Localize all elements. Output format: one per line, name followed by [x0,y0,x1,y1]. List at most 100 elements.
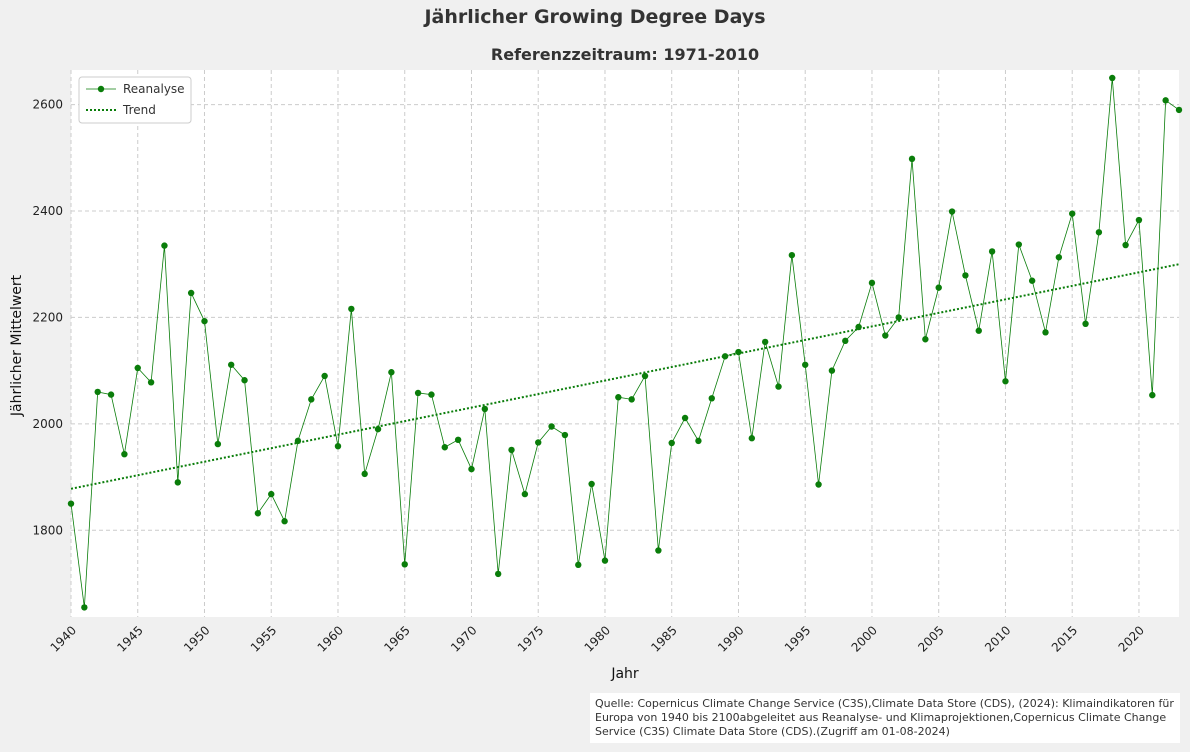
data-point [882,332,889,339]
x-tick-label: 2020 [1116,623,1147,654]
data-point [268,490,275,498]
y-axis-label: Jährlicher Mittelwert [9,274,25,417]
data-point [561,431,569,439]
legend-label: Reanalyse [123,82,185,96]
data-point [775,383,782,390]
data-point [454,436,462,444]
data-point [494,570,502,578]
data-point [948,208,956,215]
y-tick-label: 2600 [32,98,63,112]
x-tick-label: 2010 [982,623,1013,654]
data-point [748,435,756,442]
data-point [174,479,181,486]
trend-line [70,263,1180,490]
data-point [161,242,168,249]
data-point [201,317,208,325]
x-tick-label: 2015 [1049,623,1080,654]
x-axis-ticks: 1940 1945 1950 1955 1960 1965 1970 1975 1980 1985… [48,623,1147,654]
x-tick-label: 1980 [582,623,613,654]
series-line-reanalyse [70,77,1180,608]
legend-marker [97,85,105,93]
x-axis-label: Jahr [610,666,639,682]
data-point [628,396,635,403]
legend-box [78,76,192,124]
data-point [1082,320,1089,328]
data-point [695,437,702,445]
data-point [147,379,155,386]
data-point [1175,106,1183,114]
data-point [601,557,609,564]
data-point [227,361,235,368]
legend: Reanalyse Trend [78,76,192,124]
x-tick-label: 1960 [315,623,346,654]
data-point [361,470,368,478]
legend-label: Trend [122,103,156,117]
grid-lines [70,70,1179,617]
data-point [988,248,996,255]
data-point [641,372,649,380]
data-point [962,272,969,279]
data-point [428,391,435,398]
y-tick-label: 2200 [32,310,63,324]
data-point [721,353,729,360]
data-point [1095,229,1103,236]
data-point [868,279,876,287]
data-point [681,414,689,422]
x-tick-label: 1940 [48,623,79,654]
data-point [668,439,675,447]
data-point [1015,241,1023,248]
data-point [401,561,408,568]
data-point [254,510,262,517]
x-tick-label: 1955 [248,623,279,654]
data-point [374,425,382,433]
data-point [281,518,288,525]
x-tick-label: 1970 [448,623,479,654]
data-point [842,337,849,345]
data-point [588,480,595,488]
data-point [521,490,529,498]
data-point [655,547,662,554]
x-tick-label: 1945 [114,623,145,654]
data-point [308,396,315,403]
data-point [1122,241,1129,249]
data-point [334,442,342,450]
data-point [815,481,822,488]
data-point [828,367,836,374]
data-point [81,604,88,611]
data-point [1002,378,1009,385]
data-point [107,391,115,398]
data-point [67,500,75,507]
data-point [575,561,582,569]
data-point [615,394,622,401]
data-point [1028,277,1036,284]
data-point [481,405,489,413]
data-point [895,314,902,321]
data-point [1042,329,1049,336]
data-point [788,251,796,259]
data-point [94,388,101,396]
data-point [388,369,395,376]
x-tick-label: 1985 [648,623,679,654]
data-point [935,284,942,291]
chart-title: Jährlicher Growing Degree Days [424,6,766,28]
data-point [1055,254,1063,261]
data-point [1135,216,1143,224]
x-tick-label: 1995 [782,623,813,654]
data-point [1109,74,1116,82]
data-point [134,364,141,372]
data-point [802,361,809,368]
data-point [1149,391,1156,399]
data-point [735,348,742,356]
data-point [214,440,222,448]
data-point [548,423,555,430]
x-tick-label: 2005 [915,623,946,654]
series-layer [67,74,1183,611]
data-point [414,389,422,397]
data-point [241,377,248,384]
data-point [908,155,916,163]
x-tick-label: 1965 [381,623,412,654]
data-point [761,338,769,346]
data-point [975,327,982,334]
data-point [535,439,542,446]
source-note: Quelle: Copernicus Climate Change Servic… [590,693,1180,743]
